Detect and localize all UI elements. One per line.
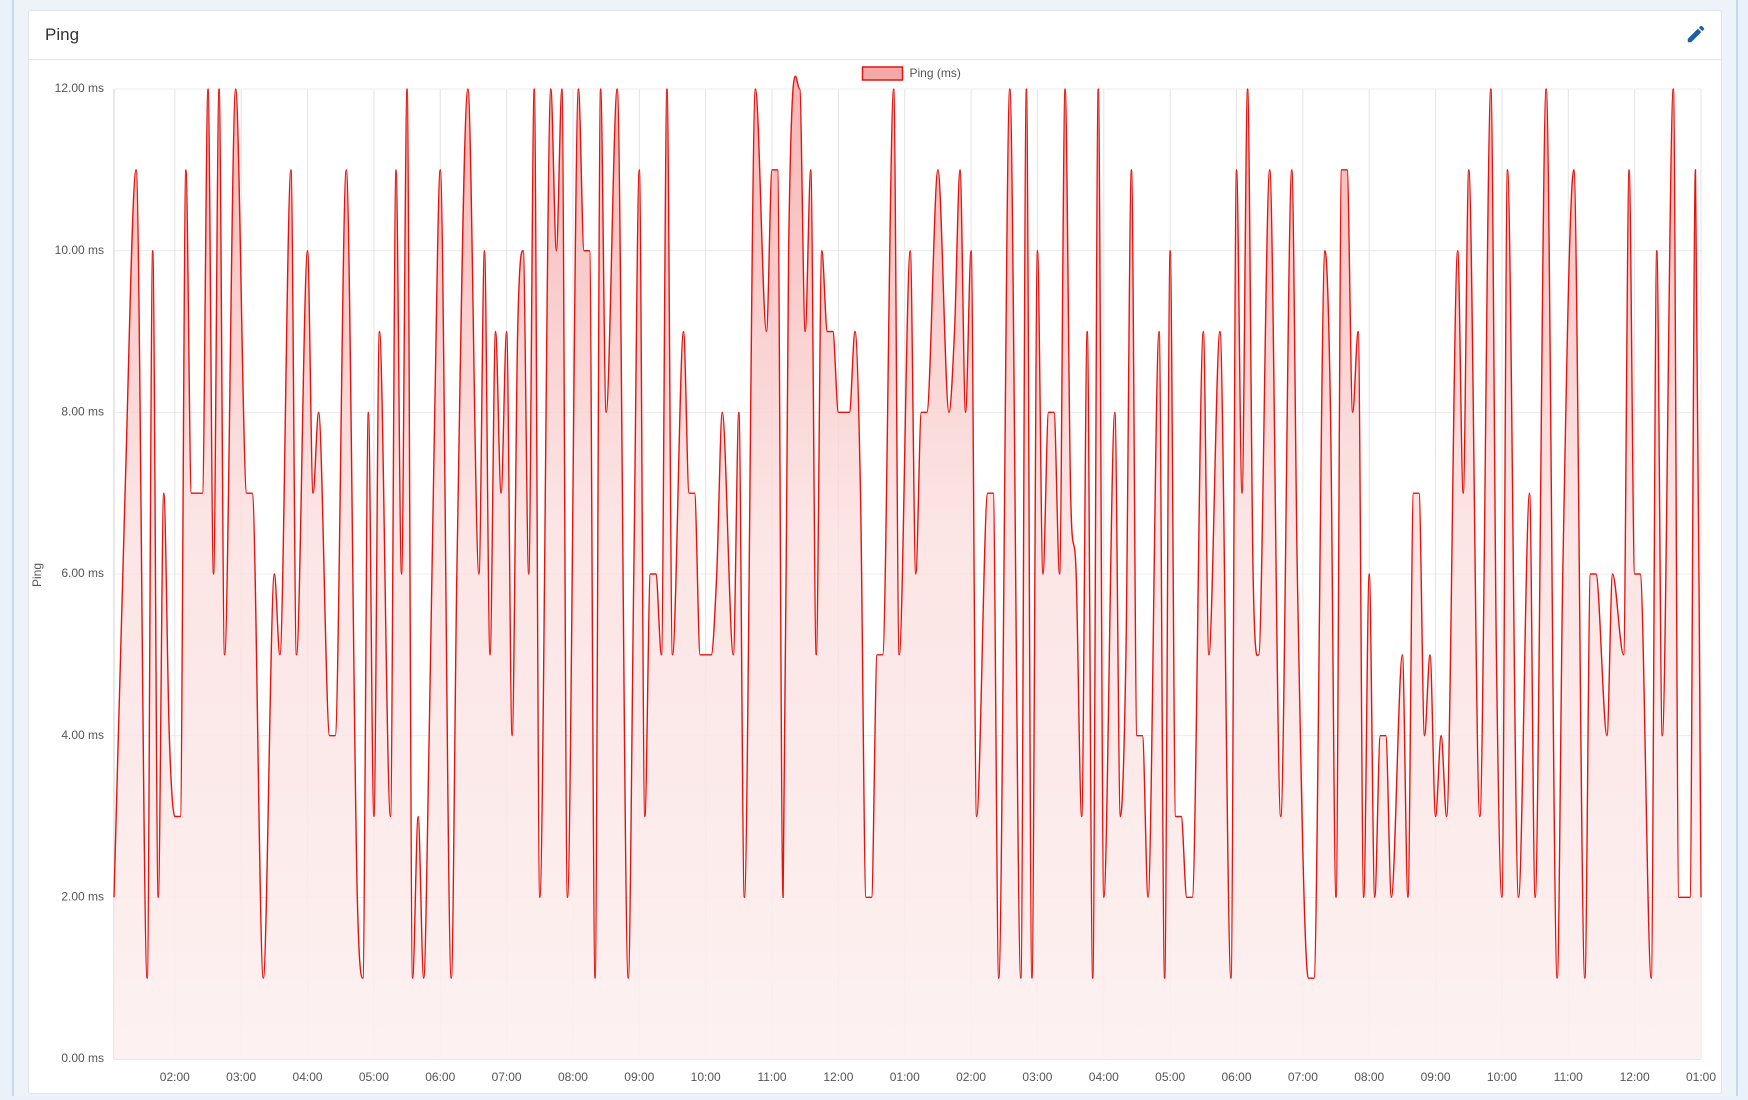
x-tick-label: 11:00	[757, 1070, 786, 1084]
x-tick-label: 07:00	[492, 1070, 522, 1084]
x-tick-label: 04:00	[293, 1070, 323, 1084]
x-tick-label: 11:00	[1554, 1070, 1583, 1084]
x-tick-label: 10:00	[1487, 1070, 1517, 1084]
y-tick-label: 2.00 ms	[61, 890, 104, 904]
line-series	[113, 75, 1702, 979]
legend-label: Ping (ms)	[910, 66, 961, 80]
x-tick-label: 03:00	[1022, 1070, 1052, 1084]
x-tick-label: 06:00	[1221, 1070, 1251, 1084]
y-tick-label: 0.00 ms	[61, 1051, 104, 1065]
x-tick-label: 09:00	[624, 1070, 654, 1084]
y-axis-label: Ping	[30, 563, 44, 587]
x-tick-label: 05:00	[359, 1070, 389, 1084]
x-tick-label: 02:00	[160, 1070, 190, 1084]
x-tick-label: 09:00	[1421, 1070, 1451, 1084]
x-tick-label: 06:00	[425, 1070, 455, 1084]
legend-swatch	[861, 66, 904, 81]
y-tick-label: 8.00 ms	[61, 405, 104, 419]
x-tick-label: 05:00	[1155, 1070, 1185, 1084]
x-tick-label: 12:00	[1620, 1070, 1650, 1084]
x-tick-label: 03:00	[226, 1070, 256, 1084]
x-tick-label: 01:00	[890, 1070, 920, 1084]
edit-button[interactable]	[1685, 23, 1707, 45]
x-tick-label: 08:00	[1354, 1070, 1384, 1084]
y-tick-label: 6.00 ms	[61, 566, 104, 580]
y-tick-label: 12.00 ms	[55, 81, 104, 95]
x-tick-label: 04:00	[1089, 1070, 1119, 1084]
x-tick-label: 01:00	[1686, 1070, 1716, 1084]
y-tick-label: 10.00 ms	[55, 243, 104, 257]
x-tick-label: 07:00	[1288, 1070, 1318, 1084]
area-fill	[114, 76, 1701, 1059]
card-header: Ping	[29, 11, 1721, 60]
x-tick-label: 02:00	[956, 1070, 986, 1084]
x-tick-label: 12:00	[823, 1070, 853, 1084]
x-tick-label: 10:00	[691, 1070, 721, 1084]
y-tick-label: 4.00 ms	[61, 728, 104, 742]
card-title: Ping	[45, 25, 80, 44]
x-tick-label: 08:00	[558, 1070, 588, 1084]
